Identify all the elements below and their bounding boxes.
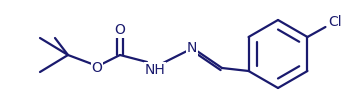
Text: O: O (114, 23, 125, 37)
Text: NH: NH (145, 63, 165, 77)
Text: O: O (91, 61, 103, 75)
Text: N: N (187, 41, 197, 55)
Text: Cl: Cl (329, 15, 342, 29)
